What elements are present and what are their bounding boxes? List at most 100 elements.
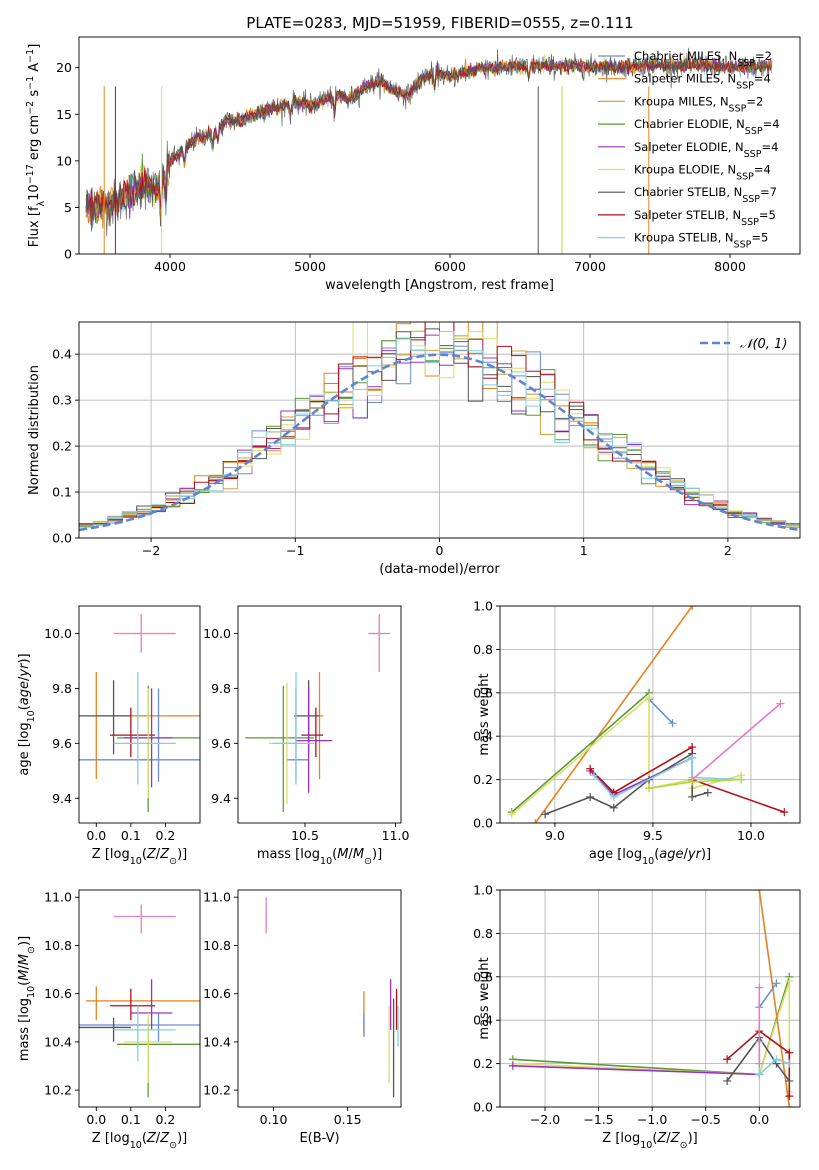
label-part: Kroupa STELIB, N bbox=[634, 231, 734, 245]
x-tick-label: −1.5 bbox=[583, 1112, 613, 1127]
label-part: yr bbox=[17, 662, 32, 678]
label-part: )] bbox=[701, 847, 711, 862]
x-tick-label: −2.0 bbox=[530, 1112, 560, 1127]
mass-weight-marker bbox=[755, 983, 764, 992]
y-axis-label: mass weight bbox=[477, 673, 492, 755]
y-tick-label: 0.6 bbox=[473, 685, 493, 700]
x-tick-label: 4000 bbox=[154, 259, 186, 274]
plot-area-mass_weight_vs_Z bbox=[508, 890, 794, 1107]
y-tick-label: 1.0 bbox=[473, 883, 493, 898]
x-axis-label: Z [log10(Z/Z⊙)] bbox=[92, 847, 187, 867]
label-part: / bbox=[17, 676, 32, 681]
label-part: Z bbox=[159, 1131, 170, 1146]
y-tick-label: 0.2 bbox=[52, 439, 72, 454]
label-part: ( bbox=[654, 847, 659, 862]
label-part: −2 bbox=[25, 101, 36, 115]
plot-area-age_vs_mass bbox=[245, 614, 391, 813]
label-part: ( bbox=[17, 981, 32, 986]
label-part: ⊙ bbox=[364, 856, 372, 867]
mass-weight-marker bbox=[703, 788, 712, 797]
plot-area-spectrum bbox=[85, 47, 773, 254]
axes-frame bbox=[78, 605, 201, 824]
mass-weight-marker bbox=[723, 1055, 732, 1064]
label-part: Z [log bbox=[92, 1131, 130, 1146]
y-tick-label: 0.0 bbox=[52, 531, 72, 546]
x-tick-label: 9.5 bbox=[643, 828, 663, 843]
y-tick-label: 10.8 bbox=[44, 938, 72, 953]
label-part: erg cm bbox=[27, 115, 42, 164]
y-tick-label: 0.2 bbox=[473, 1056, 493, 1071]
mass-weight-line bbox=[512, 980, 791, 1092]
y-tick-label: 10.6 bbox=[203, 986, 231, 1001]
y-axis-label: Flux [fλ10−17 erg cm−2 s−1 A−1] bbox=[25, 44, 47, 248]
mass-weight-marker bbox=[772, 1055, 781, 1064]
x-axis-label: age [log10(age/yr)] bbox=[589, 847, 711, 867]
label-part: ( bbox=[652, 1131, 657, 1146]
legend-label: 𝒩(0, 1) bbox=[740, 337, 787, 352]
y-tick-label: 9.6 bbox=[52, 736, 72, 751]
label-part: / bbox=[156, 1131, 161, 1146]
legend-label: Kroupa ELODIE, NSSP=4 bbox=[634, 163, 771, 183]
label-part: A bbox=[27, 63, 42, 76]
mass-weight-marker bbox=[609, 803, 618, 812]
mass-weight-marker bbox=[755, 1059, 764, 1068]
x-tick-label: 0.15 bbox=[334, 1112, 362, 1127]
y-axis-label: Normed distribution bbox=[27, 365, 42, 495]
label-part: 10 bbox=[642, 856, 654, 867]
mass-weight-marker bbox=[688, 606, 697, 610]
label-part: =4 bbox=[761, 140, 778, 154]
axes-frame bbox=[499, 605, 801, 824]
y-tick-label: 9.4 bbox=[211, 791, 231, 806]
legend-label: Kroupa STELIB, NSSP=5 bbox=[634, 231, 768, 251]
x-axis-label: E(B-V) bbox=[299, 1131, 339, 1146]
x-tick-label: 9.0 bbox=[545, 828, 565, 843]
label-part: SSP bbox=[729, 103, 747, 114]
spectrum-model-line bbox=[85, 57, 772, 225]
label-part: SSP bbox=[736, 80, 754, 91]
mass-weight-marker bbox=[586, 792, 595, 801]
mass-weight-marker bbox=[785, 1103, 794, 1107]
mass-weight-marker bbox=[688, 753, 697, 762]
mass-weight-line bbox=[534, 606, 693, 823]
label-part: ⊙ bbox=[169, 856, 177, 867]
y-tick-label: 10.0 bbox=[203, 626, 231, 641]
x-tick-label: 0.1 bbox=[121, 828, 141, 843]
mass-weight-line bbox=[512, 976, 791, 1076]
label-part: mass [log bbox=[257, 847, 320, 862]
mass-weight-marker bbox=[645, 693, 654, 702]
y-tick-label: 0.3 bbox=[52, 393, 72, 408]
y-tick-label: 0.8 bbox=[473, 926, 493, 941]
axes-residuals: −2 −1 0 1 2 0.0 0.1 0.2 0.3 0.4 (data-model)/error… bbox=[27, 321, 801, 577]
axes-age_vs_Z: 0.0 0.1 0.29.49.69.810.0Z [log10(Z/Z⊙)]age… bbox=[17, 605, 201, 867]
y-tick-label: 9.8 bbox=[211, 681, 231, 696]
mass-weight-marker bbox=[507, 810, 516, 819]
mass-weight-marker bbox=[755, 890, 764, 894]
x-tick-label: −0.5 bbox=[691, 1112, 721, 1127]
axes-spectrum: 4000 5000 6000 7000 8000 0 5 10 15 20 wavelength [… bbox=[25, 36, 801, 293]
label-part: )] bbox=[372, 847, 382, 862]
label-part: mass weight bbox=[477, 957, 492, 1039]
label-part: M bbox=[353, 847, 364, 862]
y-tick-label: 0.6 bbox=[473, 969, 493, 984]
y-tick-label: 11.0 bbox=[203, 890, 231, 905]
x-tick-label: −1.0 bbox=[637, 1112, 667, 1127]
x-tick-label: 0.10 bbox=[260, 1112, 288, 1127]
label-part: Chabrier ELODIE, N bbox=[634, 117, 745, 131]
x-tick-label: 5000 bbox=[294, 259, 326, 274]
label-part: M bbox=[337, 847, 348, 862]
label-part: )] bbox=[177, 1131, 187, 1146]
label-part: / bbox=[684, 847, 689, 862]
y-tick-label: 0 bbox=[64, 247, 72, 262]
mass-weight-marker bbox=[531, 819, 540, 823]
spectrum-data-line bbox=[85, 47, 773, 237]
label-part: =2 bbox=[755, 49, 772, 63]
x-tick-label: 0.0 bbox=[86, 828, 106, 843]
mass-weight-marker bbox=[688, 792, 697, 801]
label-part: ] bbox=[27, 44, 42, 49]
x-tick-label: 7000 bbox=[574, 259, 606, 274]
y-tick-label: 1.0 bbox=[473, 599, 493, 614]
x-axis-label: Z [log10(Z/Z⊙)] bbox=[92, 1131, 187, 1151]
label-part: age bbox=[659, 847, 683, 862]
